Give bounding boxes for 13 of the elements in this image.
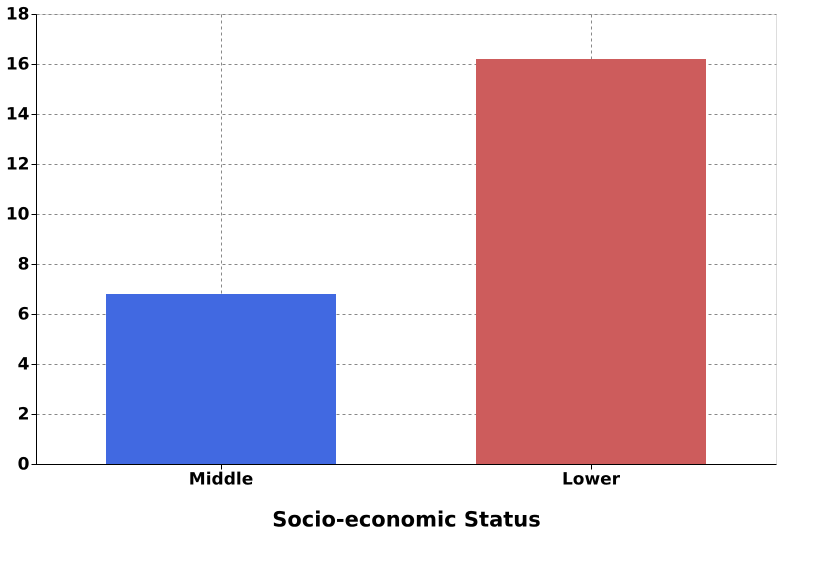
y-tick-label: 2: [18, 404, 30, 424]
y-tick-label: 12: [6, 154, 30, 174]
y-tick-label: 14: [6, 104, 30, 124]
y-tick-label: 0: [18, 454, 30, 474]
x-axis-title: Socio-economic Status: [272, 508, 541, 532]
y-tick-label: 8: [18, 254, 30, 274]
y-tick-label: 4: [18, 354, 30, 374]
x-tick-label: Middle: [188, 470, 254, 490]
x-tick-label: Lower: [562, 470, 621, 490]
y-tick-label: 16: [6, 54, 30, 74]
y-tick-label: 6: [18, 304, 30, 324]
y-tick-label: 18: [6, 4, 30, 24]
y-tick-label: 10: [6, 204, 30, 224]
